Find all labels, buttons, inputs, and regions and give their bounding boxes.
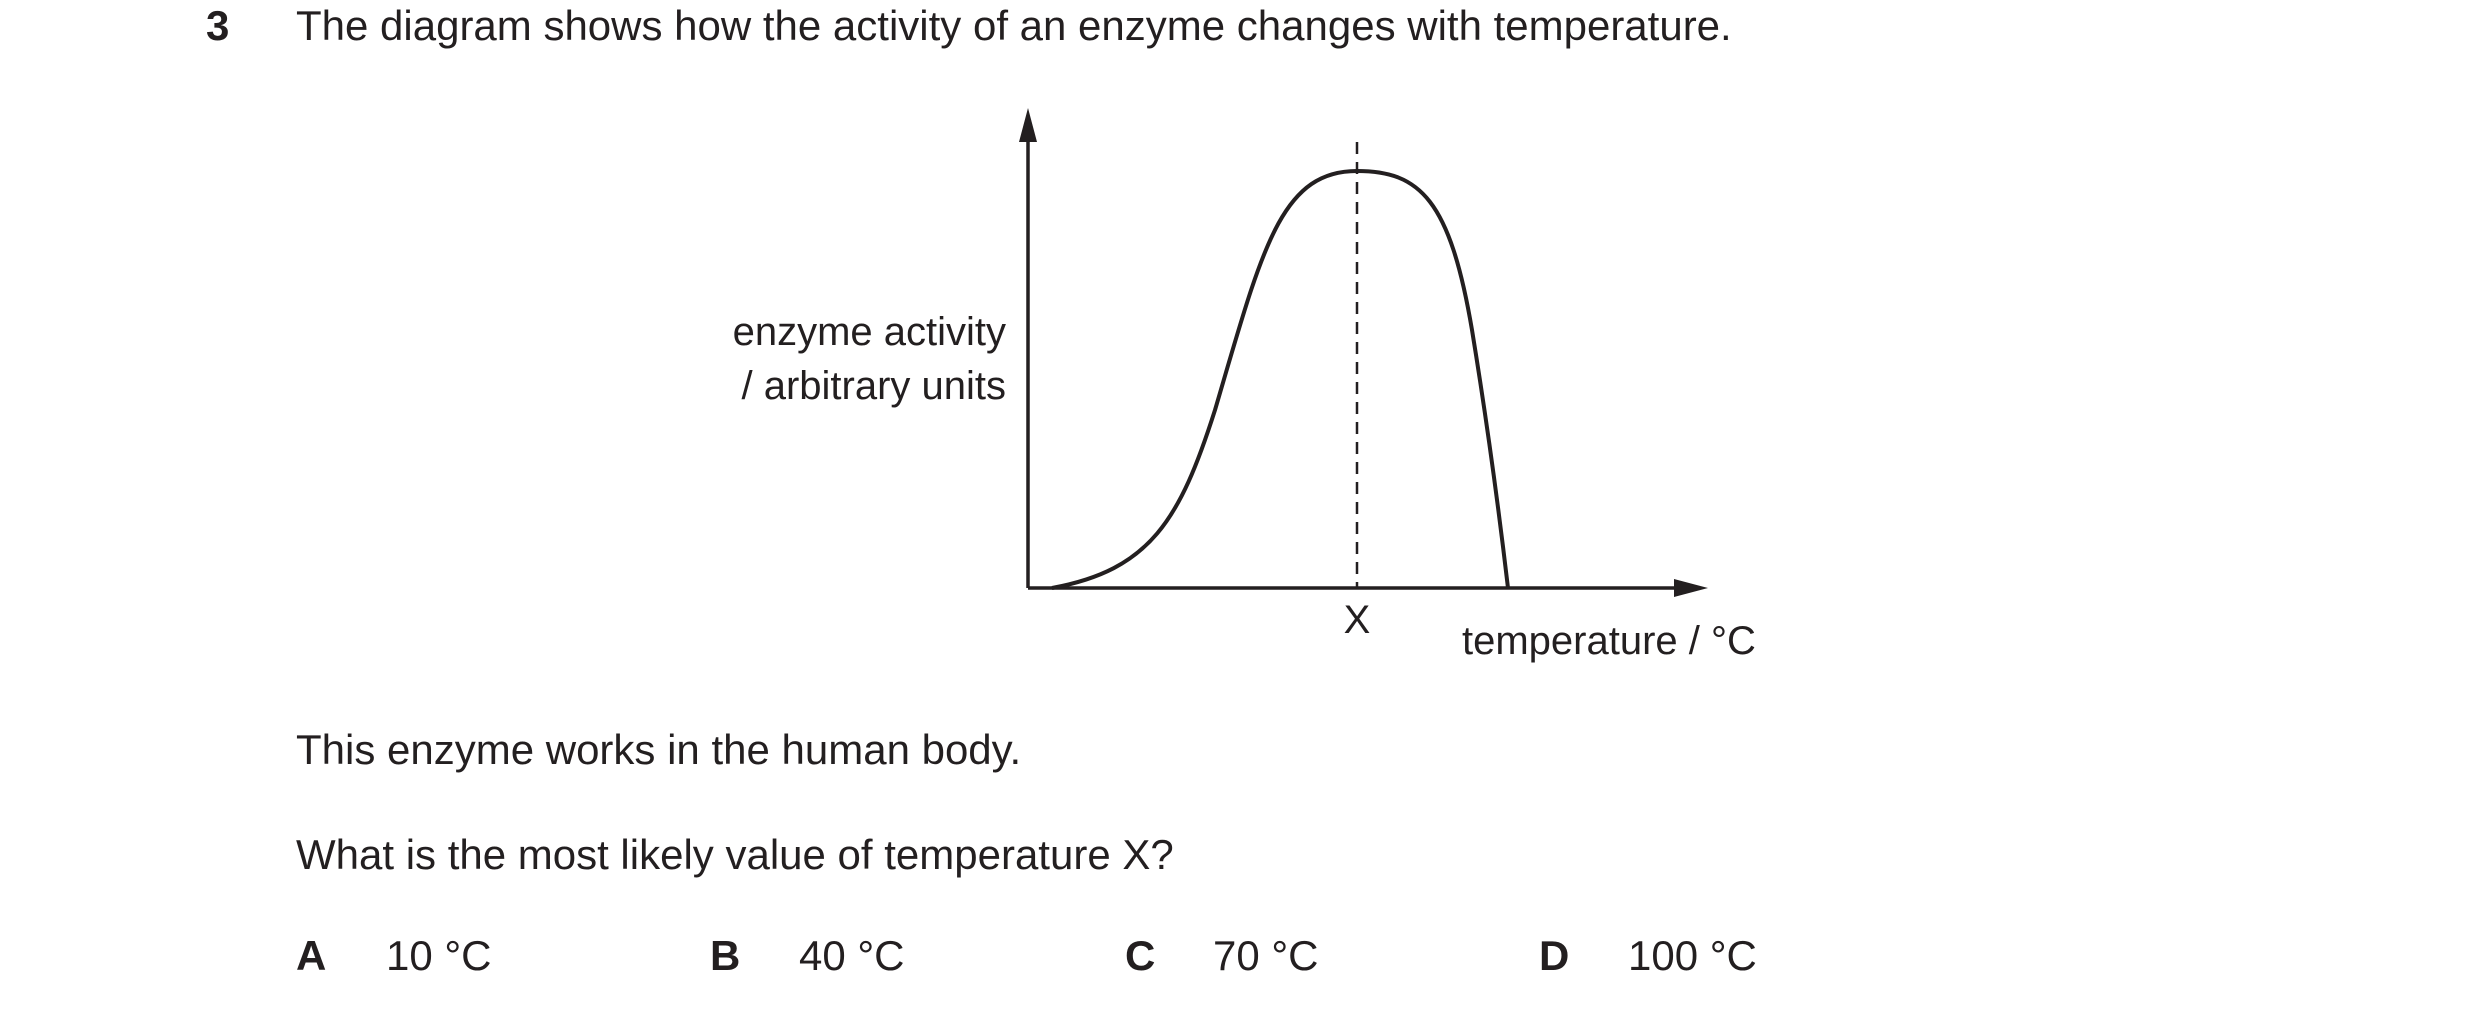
- y-arrow: [1019, 108, 1037, 142]
- x-axis-label: temperature / °C: [1462, 619, 1756, 663]
- option-letter: D: [1539, 932, 1569, 979]
- statement: This enzyme works in the human body.: [296, 726, 1021, 773]
- y-axis-label: enzyme activity: [733, 310, 1006, 354]
- question-number: 3: [206, 2, 229, 49]
- option-text: 40 °C: [799, 932, 905, 979]
- option-letter: C: [1125, 932, 1155, 979]
- option-text: 70 °C: [1213, 932, 1319, 979]
- diagram: enzyme activity / arbitrary units X temp…: [733, 108, 1756, 663]
- option-text: 100 °C: [1628, 932, 1757, 979]
- x-marker-label: X: [1344, 598, 1371, 642]
- question-stem: The diagram shows how the activity of an…: [296, 2, 1732, 49]
- option-letter: B: [710, 932, 740, 979]
- prompt: What is the most likely value of tempera…: [296, 831, 1174, 878]
- y-axis-label: / arbitrary units: [741, 364, 1006, 408]
- activity-curve: [1051, 168, 1510, 590]
- x-arrow: [1674, 579, 1708, 597]
- option-letter: A: [296, 932, 326, 979]
- option-text: 10 °C: [386, 932, 492, 979]
